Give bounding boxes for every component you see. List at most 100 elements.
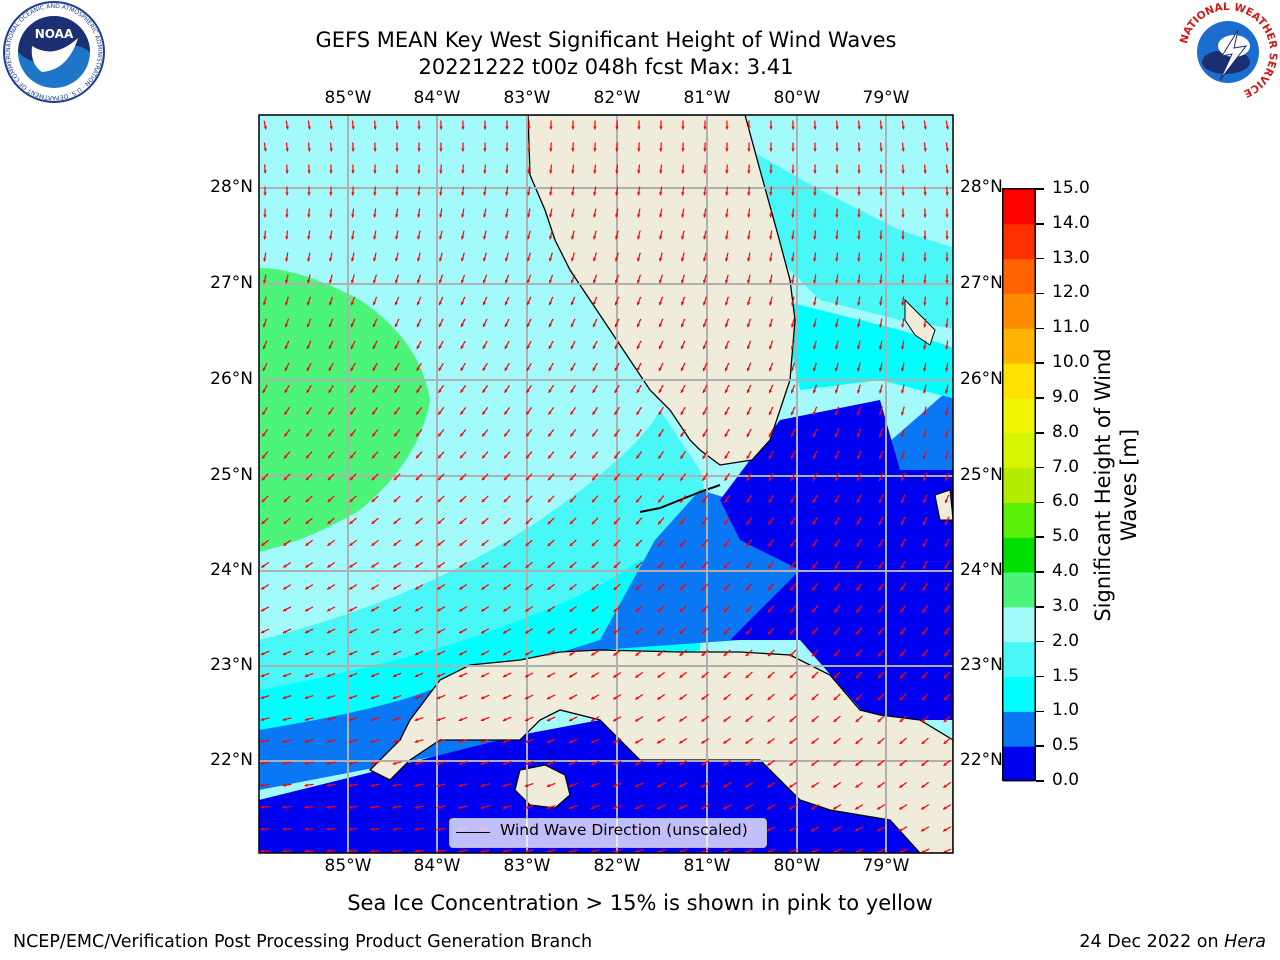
wind-vector-head xyxy=(614,433,618,437)
wind-vector-head xyxy=(901,170,905,174)
wind-vector-head xyxy=(833,784,837,788)
wind-vector-head xyxy=(570,455,574,459)
wind-vector-head xyxy=(790,345,795,350)
wind-vector-head xyxy=(944,565,948,569)
wind-vector-head xyxy=(305,520,309,524)
wind-vector-head xyxy=(678,806,683,810)
wind-vector-head xyxy=(570,345,574,349)
wind-vector-head xyxy=(570,257,575,262)
wind-vector-head xyxy=(855,784,859,788)
wind-vector-head xyxy=(769,148,773,152)
wind-vector-head xyxy=(857,148,861,152)
wind-vector-head xyxy=(593,148,597,152)
wind-vector-head xyxy=(525,520,530,525)
wind-vector-head xyxy=(461,235,465,240)
wind-vector-head xyxy=(527,192,531,196)
wind-vector-head xyxy=(350,279,355,284)
wind-vector-head xyxy=(879,258,883,262)
wind-vector-head xyxy=(416,323,420,328)
wind-vector-head xyxy=(879,170,883,174)
wind-vector-head xyxy=(548,411,552,415)
map-grid xyxy=(259,115,953,853)
wind-vector-head xyxy=(438,279,443,284)
wind-vector-head xyxy=(725,126,729,130)
wind-vector-head xyxy=(570,301,575,306)
wind-vector-head xyxy=(702,477,706,481)
wind-vector-head xyxy=(592,433,596,437)
wind-vector-head xyxy=(481,586,485,590)
wind-vector-head xyxy=(900,543,904,547)
wind-vector-head xyxy=(746,455,750,459)
wave-band-0-0.5m-east xyxy=(730,560,953,720)
wind-vector-head xyxy=(702,323,707,328)
wind-vector-head xyxy=(416,367,420,371)
wind-vector-head xyxy=(790,367,795,372)
wind-vector-head xyxy=(460,433,464,437)
wind-vector-head xyxy=(943,740,948,744)
wind-vector-head xyxy=(899,762,903,766)
wind-vector-head xyxy=(503,652,507,656)
wind-vector-head xyxy=(326,783,330,787)
wind-vector-head xyxy=(835,258,839,262)
wind-vector-head xyxy=(502,849,506,853)
wind-vector-head xyxy=(768,323,773,328)
wind-vector-head xyxy=(856,433,861,438)
wind-vector-head xyxy=(547,696,551,700)
wind-vector-head xyxy=(481,652,485,656)
wind-vector-head xyxy=(591,718,595,722)
wind-vector-head xyxy=(945,346,949,350)
wind-vector-head xyxy=(724,301,729,306)
colorbar-segment xyxy=(1003,363,1035,399)
wind-vector-head xyxy=(393,520,397,524)
wind-vector-head xyxy=(613,608,617,612)
colorbar-tick-mark xyxy=(1036,536,1044,538)
wind-vector-head xyxy=(636,499,640,503)
wind-vector-head xyxy=(725,170,729,174)
wind-vector-head xyxy=(701,652,706,656)
wind-vector-head xyxy=(260,630,265,634)
wind-vector-head xyxy=(568,762,573,766)
wind-vector-head xyxy=(263,280,267,284)
wind-vector-head xyxy=(680,411,684,415)
wind-vector-head xyxy=(436,739,441,744)
wind-vector-head xyxy=(304,739,308,743)
wind-vector-head xyxy=(723,718,727,722)
wind-vector-head xyxy=(592,345,596,350)
wind-vector-head xyxy=(657,652,661,656)
wind-vector-head xyxy=(458,783,463,787)
wind-vector-head xyxy=(262,301,267,306)
wind-vector-head xyxy=(878,433,883,438)
colorbar-segment xyxy=(1003,641,1035,678)
wind-vector-head xyxy=(923,368,927,372)
wind-vector-head xyxy=(590,849,595,853)
wind-vector-head xyxy=(813,214,817,218)
wind-vector-head xyxy=(856,389,861,394)
wind-vector-head xyxy=(901,280,905,284)
wind-vector-head xyxy=(304,652,309,656)
lat-label-left: 22°N xyxy=(210,750,253,770)
wind-vector-head xyxy=(900,565,904,569)
wind-vector-head xyxy=(921,806,925,810)
wind-vector-head xyxy=(306,367,310,371)
wind-vector-head xyxy=(505,170,509,174)
wind-vector-head xyxy=(635,652,639,656)
wind-vector-head xyxy=(614,323,618,328)
lon-label-top: 79°W xyxy=(862,88,910,108)
colorbar-tick-label: 1.0 xyxy=(1052,700,1080,721)
wind-vector-head xyxy=(438,345,442,349)
wind-vector-head xyxy=(502,805,507,810)
wind-vector-head xyxy=(460,345,464,349)
isle-of-youth-land xyxy=(514,764,571,809)
wind-vector-head xyxy=(459,454,464,459)
wind-vector-head xyxy=(923,148,927,152)
wind-vector-head xyxy=(833,652,838,657)
wind-vector-head xyxy=(481,630,485,634)
colorbar xyxy=(1002,188,1036,782)
wind-vector-head xyxy=(591,608,595,612)
wind-vector-head xyxy=(480,739,485,744)
wind-vector-head xyxy=(657,564,662,569)
wind-vector-head xyxy=(636,257,641,262)
wind-vector-head xyxy=(415,498,420,503)
wind-vector-head xyxy=(437,454,442,459)
wind-vector-head xyxy=(329,126,333,130)
